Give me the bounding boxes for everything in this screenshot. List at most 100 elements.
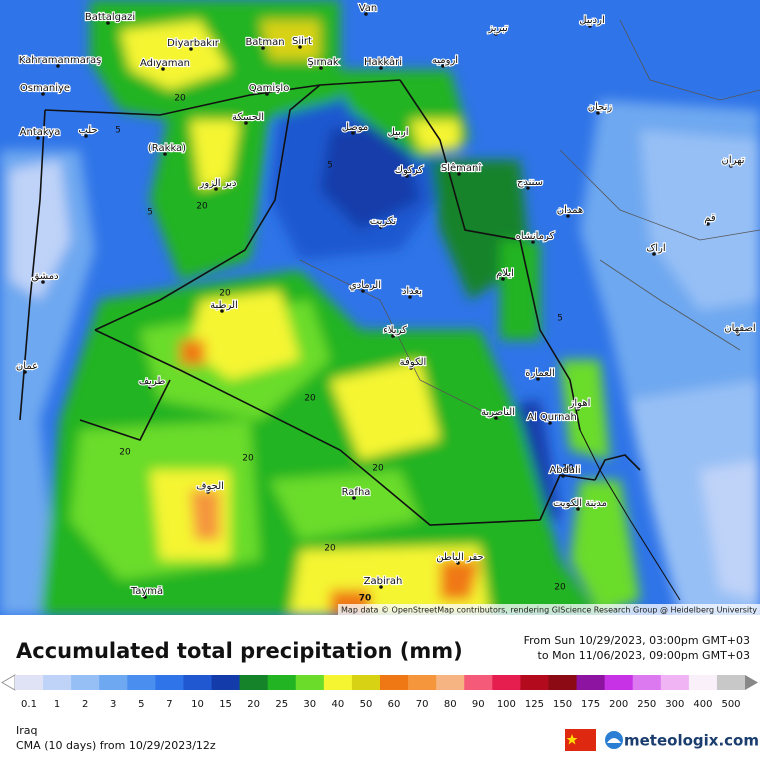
contour-label: 10 <box>562 464 574 474</box>
legend-tick-label: 1 <box>54 699 60 710</box>
place-dot <box>409 366 413 370</box>
place-dot <box>143 595 147 599</box>
place-dot <box>244 121 248 125</box>
legend-tick-label: 7 <box>166 699 172 710</box>
place-label: Adıyaman <box>140 58 190 69</box>
place-dot <box>189 47 193 51</box>
contour-label: 20 <box>196 202 208 212</box>
legend-swatch <box>464 675 493 690</box>
place-dot <box>36 136 40 140</box>
legend-swatch <box>43 675 72 690</box>
contour-label: 20 <box>174 94 186 104</box>
place-label: Battalgazi <box>85 12 135 23</box>
place-dot <box>206 490 210 494</box>
place-label: ایلام <box>496 268 514 279</box>
place-label: عمان <box>16 361 38 372</box>
place-dot <box>298 45 302 49</box>
legend-swatch <box>408 675 437 690</box>
place-label: Diyarbakır <box>167 38 220 49</box>
legend-tick-label: 90 <box>472 699 485 710</box>
place-dot <box>379 585 383 589</box>
legend-swatch <box>576 675 606 690</box>
place-dot <box>41 92 45 96</box>
place-dot <box>84 134 88 138</box>
place-label: تبريز <box>487 23 508 34</box>
legend-tick-label: 5 <box>138 699 144 710</box>
contour-label: 5 <box>327 161 333 171</box>
place-dot <box>361 289 365 293</box>
place-dot <box>148 385 152 389</box>
legend-swatch <box>155 675 184 690</box>
contour-label: 70 <box>359 594 372 604</box>
place-label: Şırnak <box>307 57 339 68</box>
legend-swatch <box>632 675 662 690</box>
place-dot <box>161 67 165 71</box>
admin-lines <box>299 19 760 421</box>
place-label: Kahramanmaraş <box>19 55 102 66</box>
place-label: دمشق <box>31 271 58 282</box>
place-label: العمارة <box>525 368 555 379</box>
legend-tick-label: 70 <box>416 699 429 710</box>
place-label: سنندج <box>517 177 543 188</box>
place-label: Hakkâri <box>364 56 402 68</box>
place-label: کرمانشاه <box>516 231 555 242</box>
legend-arrow-right <box>745 675 758 690</box>
legend-swatch <box>183 675 213 690</box>
legend-swatch <box>520 675 549 690</box>
contour-label: 20 <box>554 583 566 593</box>
place-label: دير الزور <box>199 178 237 189</box>
place-label: كربلاء <box>383 325 407 336</box>
borders <box>19 79 681 601</box>
legend-swatch <box>688 675 718 690</box>
place-dot <box>405 174 409 178</box>
legend-swatch <box>267 675 297 690</box>
place-label: Qamişlo <box>249 83 290 94</box>
legend-tick-label: 80 <box>444 699 457 710</box>
place-label: تكريت <box>370 216 397 227</box>
legend-swatch <box>127 675 156 690</box>
legend-tick-label: 10 <box>191 699 204 710</box>
place-label: اردبيل <box>579 15 604 26</box>
place-dot <box>494 416 498 420</box>
legend-tick-label: 3 <box>110 699 116 710</box>
legend-tick-label: 300 <box>665 699 684 710</box>
legend-tick-label: 150 <box>553 699 572 710</box>
contour-label: 5 <box>115 126 121 136</box>
legend-swatch <box>99 675 128 690</box>
place-label: قم <box>704 213 716 224</box>
place-label: اهواز <box>569 398 591 409</box>
place-label: الحسكة <box>232 112 264 123</box>
legend-arrow-left <box>1 674 16 691</box>
period-from: From Sun 10/29/2023, 03:00pm GMT+03 <box>524 634 750 647</box>
place-dot <box>501 277 505 281</box>
legend: 0.1 1 2 3 5 7 10 15 20 25 30 40 50 60 70 80 90 100 125 150 1… <box>1 674 758 710</box>
place-label: حفر الباطن <box>436 552 483 563</box>
legend-tick-label: 175 <box>581 699 600 710</box>
legend-swatch <box>211 675 241 690</box>
legend-swatch <box>604 675 634 690</box>
title: Accumulated total precipitation (mm) <box>16 639 463 663</box>
legend-swatch <box>492 675 521 690</box>
legend-swatch <box>351 675 381 690</box>
precip-field <box>0 0 760 615</box>
place-dot <box>566 214 570 218</box>
place-dot <box>106 21 110 25</box>
place-dot <box>379 66 383 70</box>
place-dot <box>729 164 733 168</box>
legend-swatch <box>548 675 578 690</box>
place-dot <box>548 421 552 425</box>
place-dot <box>588 24 592 28</box>
place-label: Van <box>359 3 378 14</box>
legend-tick-label: 15 <box>219 699 232 710</box>
place-label: حلب <box>78 125 97 136</box>
legend-swatch <box>436 675 465 690</box>
contour-label: 5 <box>557 314 563 324</box>
place-dot <box>561 474 565 478</box>
place-dot <box>531 240 535 244</box>
place-label: كركوك <box>395 165 424 176</box>
place-label: Osmaniye <box>20 83 70 94</box>
place-dot <box>652 252 656 256</box>
place-dot <box>379 225 383 229</box>
flag <box>565 729 596 751</box>
